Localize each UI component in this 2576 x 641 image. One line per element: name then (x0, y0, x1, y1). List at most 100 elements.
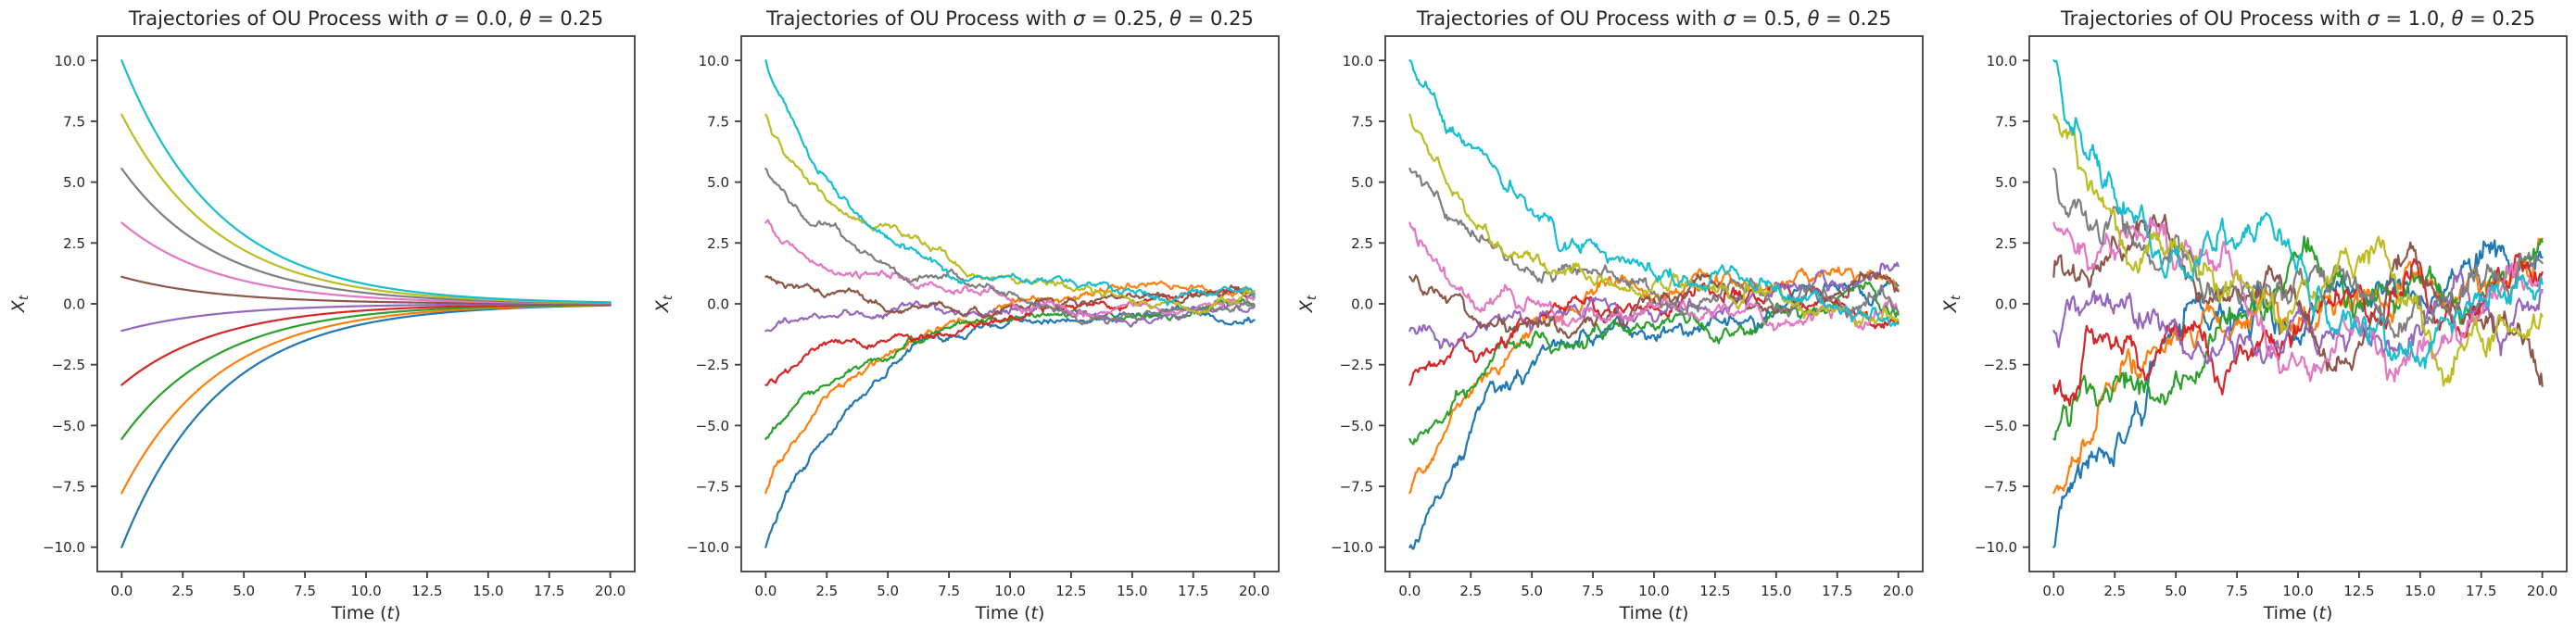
x-tick-label: 5.0 (1521, 583, 1543, 599)
y-tick-label: −2.5 (696, 357, 729, 373)
x-tick-label: 17.5 (1178, 583, 1208, 599)
x-tick-label: 0.0 (1398, 583, 1421, 599)
trajectory-line (1408, 270, 1900, 339)
trajectories-group (2052, 59, 2544, 548)
x-tick-label: 2.5 (171, 583, 194, 599)
trajectories-group (120, 59, 612, 548)
y-tick-label: 7.5 (707, 113, 729, 130)
x-tick-label: 7.5 (1582, 583, 1604, 599)
trajectory-line (764, 113, 1256, 316)
x-tick-label: 10.0 (2282, 583, 2313, 599)
trajectory-line (764, 298, 1256, 441)
trajectory-line (1408, 59, 1900, 327)
x-tick-label: 17.5 (2466, 583, 2496, 599)
y-axis-label: Xt (652, 295, 676, 313)
trajectory-line (764, 59, 1256, 307)
y-tick-label: 2.5 (1995, 235, 2017, 252)
x-tick-label: 15.0 (473, 583, 503, 599)
y-tick-label: 10.0 (699, 53, 729, 69)
x-tick-label: 10.0 (994, 583, 1025, 599)
trajectories-group (764, 59, 1256, 548)
y-tick-label: 5.0 (1351, 174, 1373, 191)
y-tick-label: 0.0 (63, 296, 85, 313)
trajectory-line (1408, 167, 1900, 319)
x-tick-label: 12.5 (1055, 583, 1086, 599)
trajectory-line (2052, 167, 2544, 339)
trajectory-line (120, 113, 612, 304)
y-tick-label: −2.5 (1340, 357, 1373, 373)
x-tick-label: 12.5 (411, 583, 442, 599)
y-tick-label: −10.0 (43, 539, 85, 556)
trajectory-line (2052, 235, 2544, 441)
y-tick-label: 2.5 (1351, 235, 1373, 252)
y-tick-label: 10.0 (1343, 53, 1373, 69)
y-tick-label: −10.0 (1975, 539, 2017, 556)
ou-chart-sigma-0.0: Trajectories of OU Process with σ = 0.0,… (8, 7, 636, 623)
x-tick-label: 12.5 (2343, 583, 2374, 599)
y-tick-label: 10.0 (1987, 53, 2017, 69)
chart-title: Trajectories of OU Process with σ = 1.0,… (2060, 7, 2535, 30)
x-tick-label: 2.5 (2103, 583, 2126, 599)
y-tick-label: 5.0 (63, 174, 85, 191)
trajectory-line (764, 167, 1256, 326)
x-tick-label: 15.0 (1761, 583, 1791, 599)
x-tick-label: 7.5 (2226, 583, 2248, 599)
y-tick-label: −5.0 (696, 418, 729, 434)
y-tick-label: −10.0 (1331, 539, 1373, 556)
chart-title: Trajectories of OU Process with σ = 0.5,… (1416, 7, 1891, 30)
x-tick-label: 7.5 (294, 583, 316, 599)
y-axis-label: Xt (1296, 295, 1320, 313)
y-tick-label: −10.0 (687, 539, 729, 556)
y-tick-label: −5.0 (1340, 418, 1373, 434)
x-tick-label: 0.0 (110, 583, 133, 599)
y-tick-label: 7.5 (1995, 113, 2017, 130)
y-tick-label: −5.0 (1984, 418, 2017, 434)
x-tick-label: 17.5 (534, 583, 564, 599)
y-axis-label: Xt (8, 295, 32, 313)
y-tick-label: −7.5 (696, 479, 729, 496)
y-tick-label: 7.5 (1351, 113, 1373, 130)
trajectory-line (764, 219, 1256, 320)
x-tick-label: 0.0 (2042, 583, 2065, 599)
ou-chart-sigma-1.0: Trajectories of OU Process with σ = 1.0,… (1940, 7, 2568, 623)
trajectory-line (120, 304, 612, 495)
x-axis-label: Time (t) (331, 603, 401, 623)
y-tick-label: 0.0 (707, 296, 729, 313)
trajectory-line (120, 59, 612, 304)
x-tick-label: 10.0 (350, 583, 381, 599)
x-tick-label: 15.0 (1117, 583, 1147, 599)
trajectory-line (1408, 221, 1900, 332)
trajectory-line (764, 287, 1256, 386)
trajectory-line (2052, 59, 2544, 370)
x-tick-label: 5.0 (2165, 583, 2187, 599)
y-tick-label: 10.0 (55, 53, 85, 69)
y-tick-label: −7.5 (1340, 479, 1373, 496)
ou-chart-sigma-0.5: Trajectories of OU Process with σ = 0.5,… (1296, 7, 1924, 623)
chart-title: Trajectories of OU Process with σ = 0.0,… (128, 7, 603, 30)
x-tick-label: 5.0 (233, 583, 255, 599)
x-tick-label: 0.0 (754, 583, 777, 599)
y-tick-label: −2.5 (52, 357, 85, 373)
trajectory-line (1408, 261, 1900, 350)
y-tick-label: 2.5 (707, 235, 729, 252)
x-tick-label: 2.5 (1459, 583, 1482, 599)
x-tick-label: 17.5 (1822, 583, 1852, 599)
y-tick-label: −2.5 (1984, 357, 2017, 373)
x-tick-label: 7.5 (938, 583, 960, 599)
y-tick-label: −7.5 (1984, 479, 2017, 496)
y-axis-label: Xt (1940, 295, 1964, 313)
trajectory-line (2052, 269, 2544, 365)
trajectory-line (2052, 113, 2544, 387)
trajectory-line (1408, 113, 1900, 328)
x-axis-label: Time (t) (975, 603, 1045, 623)
x-tick-label: 20.0 (2527, 583, 2557, 599)
y-tick-label: 2.5 (63, 235, 85, 252)
y-tick-label: 7.5 (63, 113, 85, 130)
y-tick-label: −5.0 (52, 418, 85, 434)
trajectory-line (764, 280, 1256, 495)
x-tick-label: 10.0 (1638, 583, 1669, 599)
x-axis-label: Time (t) (1619, 603, 1689, 623)
x-tick-label: 12.5 (1699, 583, 1730, 599)
x-axis-label: Time (t) (2263, 603, 2333, 623)
